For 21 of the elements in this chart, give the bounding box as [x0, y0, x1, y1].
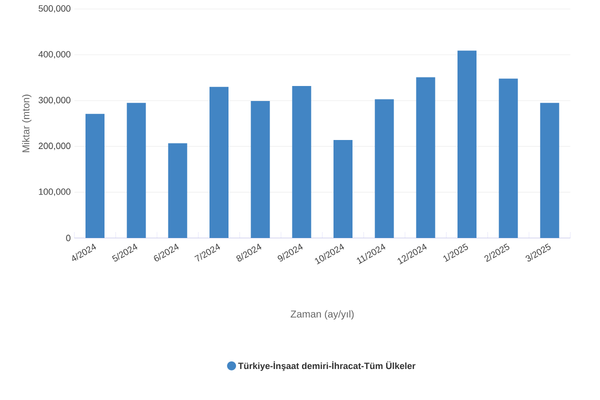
bar [292, 86, 312, 238]
y-axis-title: Miktar (mton) [22, 94, 32, 152]
y-tick-label: 500,000 [38, 5, 70, 13]
bar [250, 101, 270, 238]
bar [498, 78, 518, 238]
bar [126, 102, 146, 238]
bar [374, 99, 394, 238]
y-tick-label: 300,000 [38, 96, 70, 104]
y-tick-label: 0 [66, 234, 70, 242]
bar [416, 77, 436, 238]
bar [86, 114, 104, 238]
bar [540, 102, 560, 238]
legend-label: Türkiye-İnşaat demiri-İhracat-Tüm Ülkeler [238, 361, 416, 371]
bar [458, 50, 477, 238]
x-axis-title: Zaman (ay/yıl) [290, 310, 354, 320]
y-tick-label: 100,000 [38, 188, 70, 196]
y-tick-label: 400,000 [38, 51, 70, 59]
bar [334, 140, 353, 238]
y-tick-label: 200,000 [38, 142, 70, 150]
bar [210, 86, 228, 238]
bar [168, 143, 188, 238]
